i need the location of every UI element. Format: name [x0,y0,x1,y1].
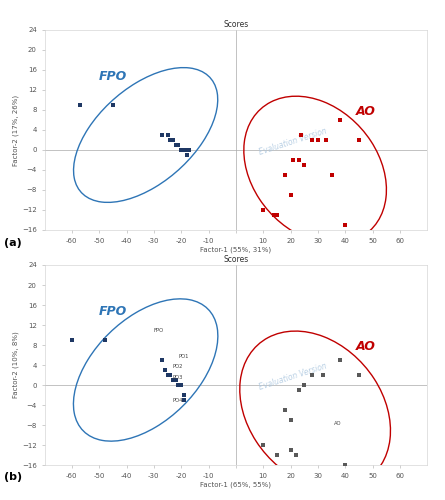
Point [259,206,267,214]
Point [273,211,280,219]
Point [301,161,308,169]
Point [161,366,168,374]
Text: FPO: FPO [99,70,127,83]
Text: PO4: PO4 [173,398,183,404]
Point [164,371,171,379]
Point [355,371,362,379]
Point [295,386,302,394]
Text: PO1: PO1 [178,354,189,358]
Point [309,371,316,379]
Title: Scores: Scores [223,255,248,264]
X-axis label: Factor-1 (65%, 55%): Factor-1 (65%, 55%) [200,482,271,488]
Point [180,396,187,404]
Point [170,136,177,144]
Point [158,356,166,364]
Point [314,136,321,144]
Point [178,146,185,154]
Text: AO: AO [356,340,376,353]
Point [109,101,117,109]
Y-axis label: Factor-2 (10%, 8%): Factor-2 (10%, 8%) [13,332,19,398]
Point [77,101,84,109]
Point [271,211,278,219]
Text: Evaluation Version: Evaluation Version [258,362,328,392]
X-axis label: Factor-1 (55%, 31%): Factor-1 (55%, 31%) [200,246,271,253]
Point [295,156,302,164]
Point [259,441,267,449]
Title: Scores: Scores [223,20,248,29]
Point [292,451,299,459]
Point [158,131,166,139]
Point [323,136,330,144]
Point [183,151,190,159]
Point [175,141,182,149]
Point [167,371,174,379]
Text: FPO: FPO [154,328,164,334]
Point [287,416,294,424]
Text: PO2: PO2 [173,364,183,368]
Point [180,391,187,399]
Point [336,356,343,364]
Text: FPO: FPO [99,305,127,318]
Text: AO: AO [356,105,376,118]
Point [172,376,179,384]
Text: (b): (b) [4,472,23,482]
Text: PO3: PO3 [173,375,183,380]
Point [355,136,362,144]
Point [298,131,305,139]
Point [320,371,327,379]
Point [172,141,179,149]
Point [167,136,174,144]
Y-axis label: Factor-2 (17%, 26%): Factor-2 (17%, 26%) [13,94,19,166]
Point [68,336,75,344]
Text: Evaluation Version: Evaluation Version [258,126,328,157]
Text: AO: AO [334,421,342,426]
Point [101,336,108,344]
Point [287,191,294,199]
Point [287,446,294,454]
Point [328,171,335,179]
Point [309,136,316,144]
Point [178,381,185,389]
Point [282,171,289,179]
Point [290,156,297,164]
Point [282,406,289,414]
Point [164,131,171,139]
Legend: 0, 1: 0, 1 [218,275,254,286]
Point [180,146,187,154]
Point [336,116,343,124]
Text: (a): (a) [4,238,22,248]
Point [186,146,193,154]
Point [175,381,182,389]
Point [170,376,177,384]
Point [342,461,349,469]
Point [342,221,349,229]
Point [183,146,190,154]
Point [273,451,280,459]
Point [301,381,308,389]
